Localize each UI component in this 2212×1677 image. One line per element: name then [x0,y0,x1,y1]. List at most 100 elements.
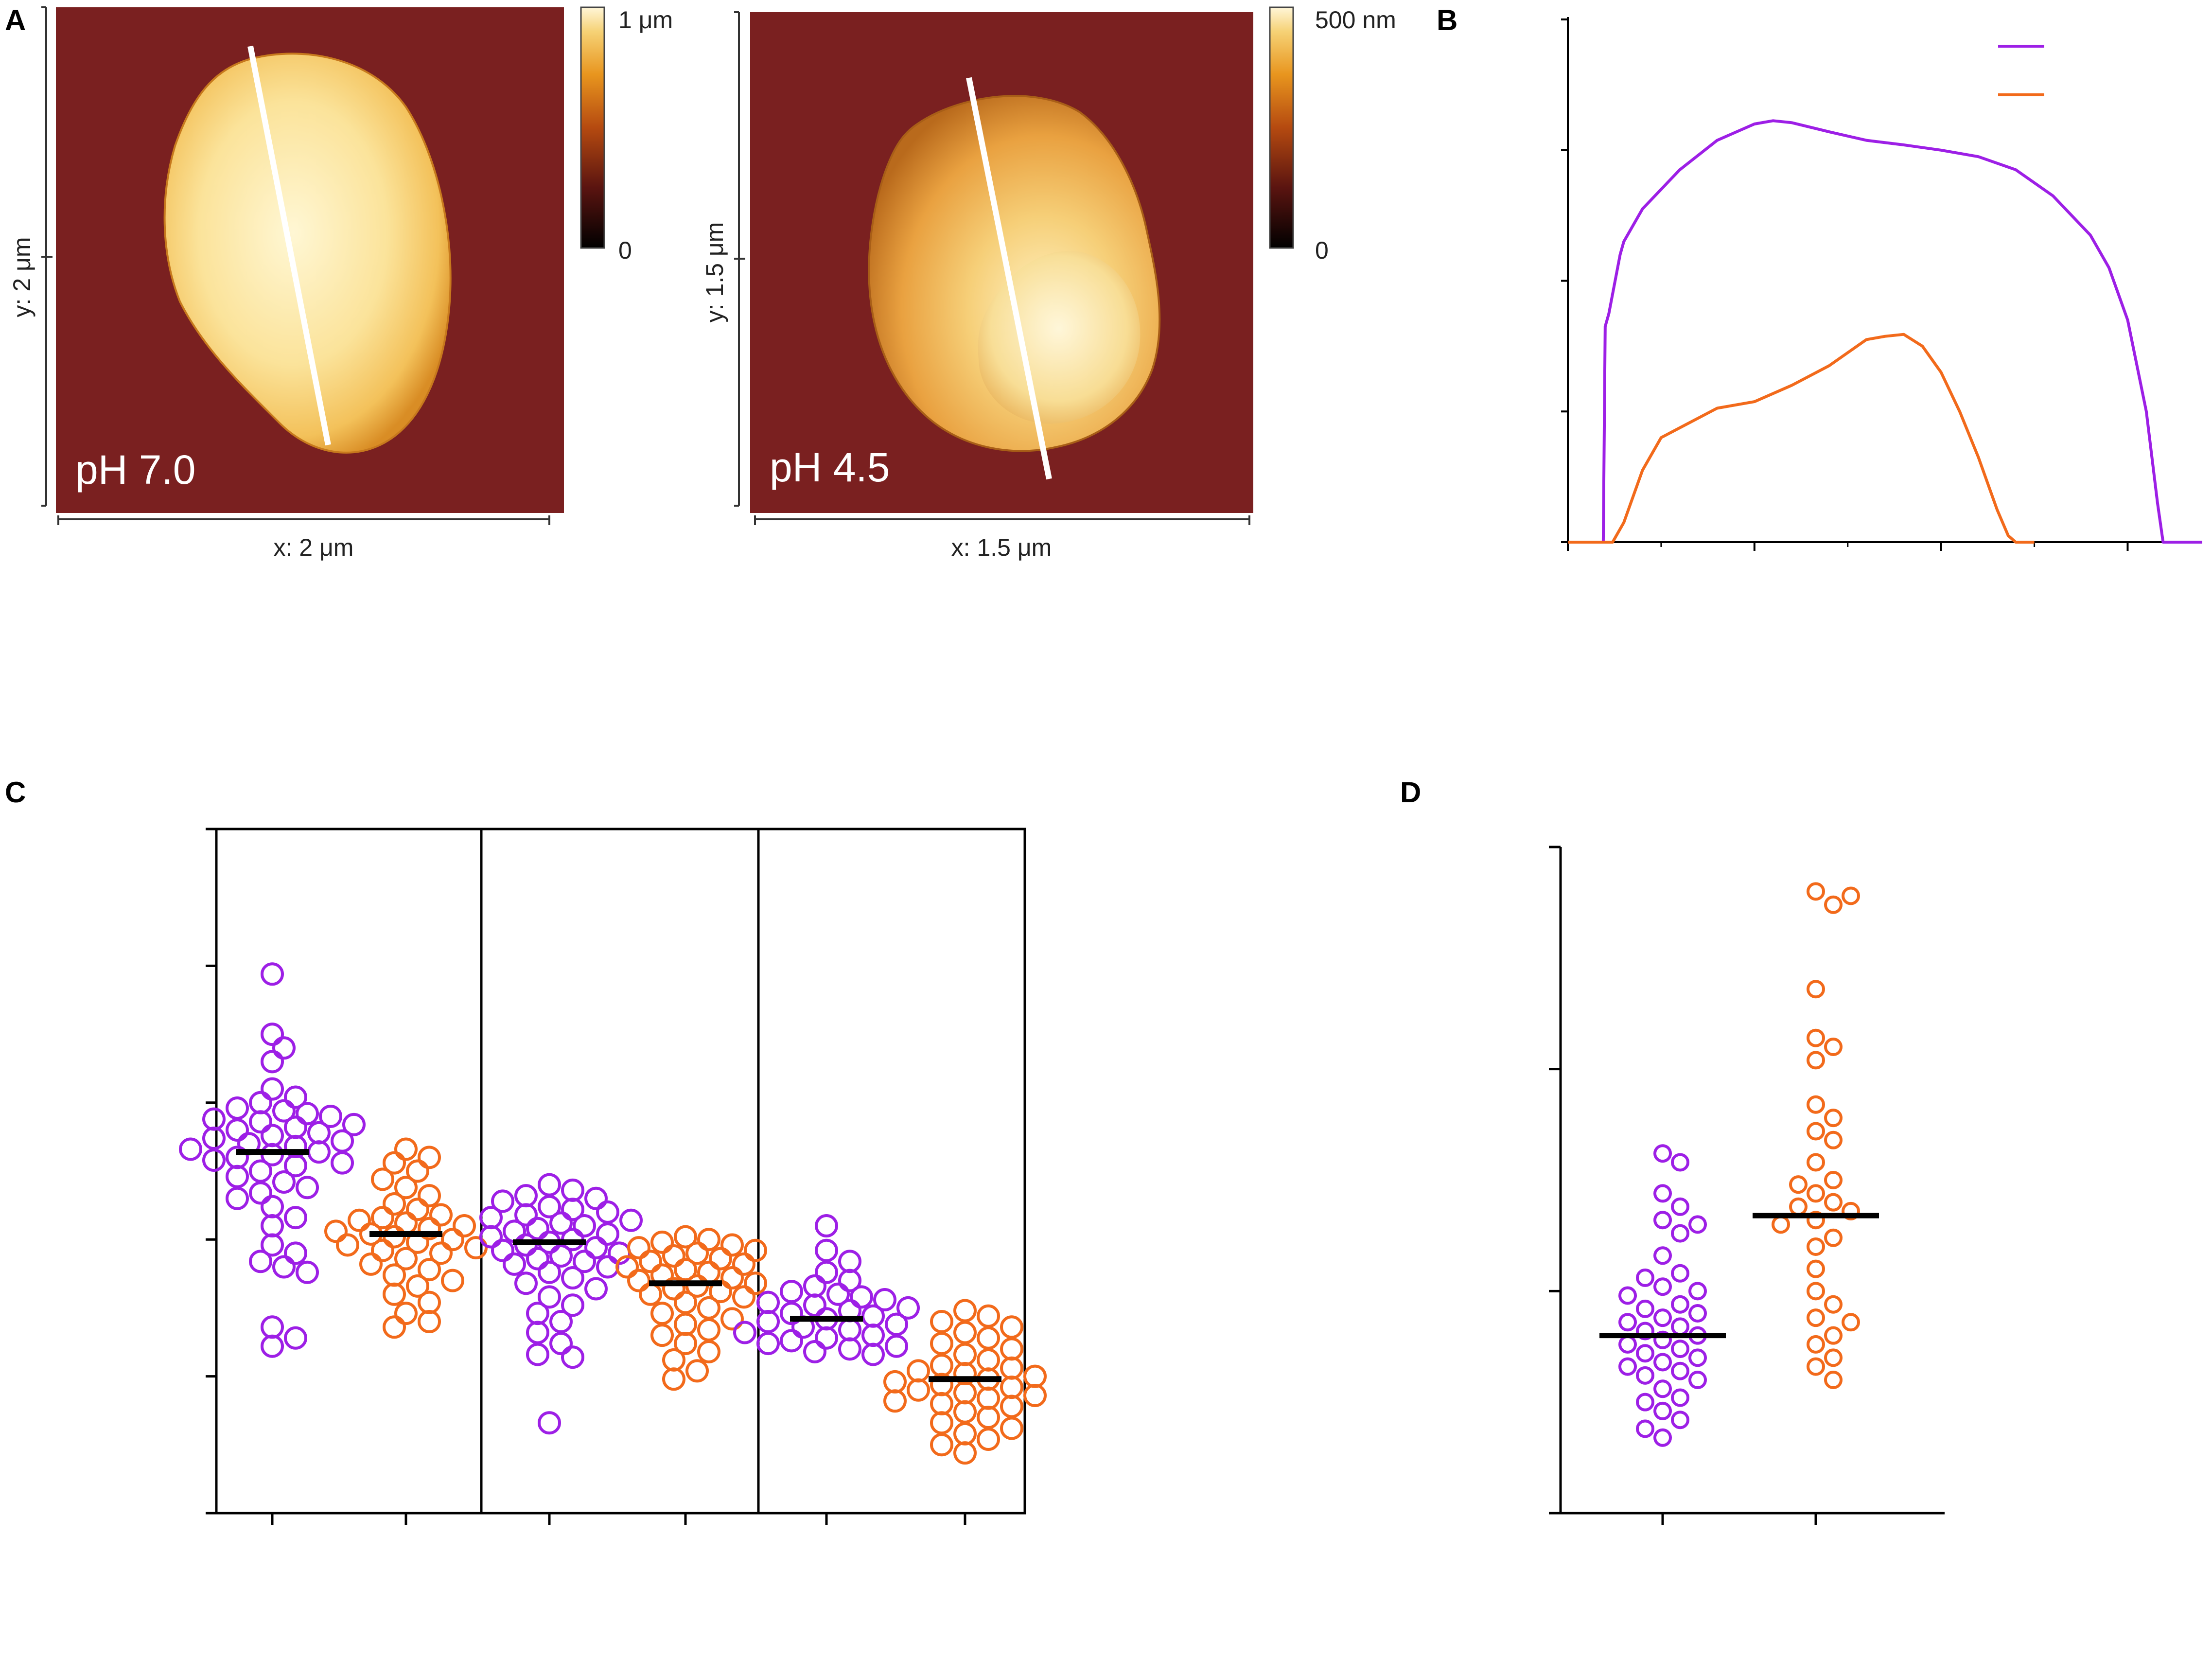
data-point-width-ph7 [619,1208,643,1232]
panel-a-letter: A [5,4,26,36]
data-point-length-ph45 [383,1192,406,1216]
data-point-width-ph45 [639,1250,662,1273]
data-point-roughness-ph7 [1653,1379,1672,1398]
data-point-length-ph7 [261,1023,284,1046]
data-point-length-ph45 [406,1159,429,1183]
data-point-length-ph45 [394,1302,418,1325]
data-point-length-ph7 [249,1250,272,1273]
data-point-length-ph45 [453,1214,476,1238]
data-point-roughness-ph45 [1824,1348,1843,1367]
data-point-roughness-ph45 [1807,1259,1825,1278]
data-point-width-ph45 [697,1340,720,1363]
data-point-width-ph45 [697,1296,720,1320]
data-point-width-ph45 [650,1302,674,1325]
data-point-length-ph7 [202,1148,226,1172]
data-point-length-ph7 [226,1118,249,1142]
data-point-height-ph7 [780,1302,803,1325]
data-point-length-ph45 [464,1236,488,1260]
data-point-roughness-ph45 [1807,1122,1825,1141]
data-point-length-ph45 [406,1198,429,1221]
data-point-roughness-ph7 [1636,1299,1654,1318]
data-point-length-ph7 [284,1154,307,1178]
data-point-roughness-ph45 [1824,1109,1843,1128]
data-point-length-ph45 [336,1233,359,1257]
data-point-roughness-ph45 [1807,1095,1825,1114]
data-point-length-ph7 [261,1214,284,1238]
data-point-width-ph45 [697,1228,720,1252]
data-point-height-ph45 [1000,1337,1023,1361]
data-point-roughness-ph45 [1807,1028,1825,1047]
data-point-roughness-ph45 [1824,1371,1843,1389]
data-point-roughness-ph7 [1653,1401,1672,1420]
data-point-length-ph7 [261,1077,284,1101]
scan-line-ph7 [247,45,331,446]
data-point-width-ph7 [526,1247,549,1271]
data-point-roughness-ph45 [1807,1211,1825,1230]
data-point-width-ph7 [596,1255,619,1279]
data-point-roughness-ph7 [1653,1308,1672,1327]
data-point-roughness-ph7 [1671,1197,1689,1216]
series-line-ph45 [1568,333,2035,544]
data-point-roughness-ph45 [1807,1335,1825,1354]
afm-cell-ph7 [163,53,452,454]
data-point-width-ph7 [561,1178,584,1202]
data-point-roughness-ph7 [1653,1184,1672,1203]
afm-cell-blob-ph45 [978,251,1141,424]
data-point-length-ph45 [394,1176,418,1200]
panel-c-cell-size-chart [179,828,1047,1525]
data-point-length-ph45 [418,1146,441,1169]
data-point-length-ph7 [284,1241,307,1265]
data-point-height-ph7 [838,1269,861,1292]
data-point-width-ph7 [491,1238,514,1262]
data-point-width-ph7 [538,1260,561,1284]
data-point-length-ph7 [261,1334,284,1358]
data-point-roughness-ph45 [1842,1201,1860,1220]
data-point-roughness-ph7 [1653,1330,1672,1349]
data-point-length-ph7 [272,1170,296,1194]
data-point-width-ph7 [503,1252,526,1276]
data-point-length-ph7 [284,1115,307,1139]
data-point-width-ph45 [627,1269,650,1292]
data-point-width-ph7 [526,1302,549,1325]
data-point-length-ph45 [418,1290,441,1314]
panel-b-letter: B [1437,4,1457,36]
data-point-length-ph7 [307,1121,331,1145]
data-point-roughness-ph7 [1653,1211,1672,1230]
data-point-height-ph7 [803,1274,826,1298]
data-point-roughness-ph45 [1807,882,1825,901]
color-scale-min-ph45: 0 [1315,237,1329,264]
data-point-roughness-ph45 [1807,1357,1825,1376]
data-point-height-ph45 [930,1354,953,1377]
data-point-roughness-ph7 [1653,1353,1672,1372]
data-point-length-ph45 [371,1206,394,1230]
data-point-width-ph45 [697,1318,720,1342]
data-point-roughness-ph45 [1807,980,1825,999]
data-point-height-ph7 [815,1214,838,1238]
data-point-width-ph45 [685,1241,709,1265]
data-point-roughness-ph7 [1636,1393,1654,1412]
data-point-length-ph45 [371,1238,394,1262]
data-point-length-ph7 [272,1255,296,1279]
data-point-height-ph45 [953,1422,977,1446]
data-point-height-ph45 [977,1326,1000,1350]
data-point-length-ph7 [226,1096,249,1120]
data-point-width-ph7 [561,1266,584,1289]
data-point-length-ph7 [226,1165,249,1188]
data-point-length-ph7 [261,1124,284,1147]
data-point-roughness-ph7 [1671,1361,1689,1380]
data-point-width-ph7 [526,1321,549,1344]
data-point-roughness-ph7 [1636,1268,1654,1287]
data-point-height-ph45 [883,1370,907,1394]
data-point-length-ph45 [383,1263,406,1287]
data-point-width-ph45 [650,1230,674,1254]
data-point-length-ph45 [324,1219,348,1243]
data-point-height-ph45 [930,1411,953,1435]
data-point-height-ph7 [803,1340,826,1363]
data-point-height-ph45 [953,1400,977,1424]
data-point-width-ph45 [697,1260,720,1284]
data-point-roughness-ph45 [1842,886,1860,905]
data-point-width-ph7 [573,1250,596,1273]
x-axis-label-ph45: x: 1.5 μm [951,534,1052,561]
data-point-roughness-ph7 [1671,1224,1689,1243]
